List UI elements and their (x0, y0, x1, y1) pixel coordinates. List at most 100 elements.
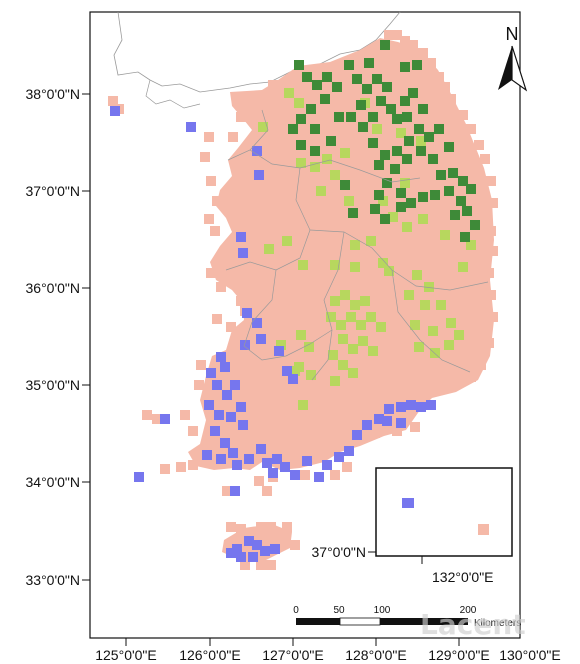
land-cell (266, 522, 276, 532)
light-green-cell (330, 376, 340, 386)
land-cell (220, 246, 230, 256)
dark-green-cell (368, 112, 378, 122)
light-green-cell (366, 236, 376, 246)
blue-cell (352, 430, 362, 440)
light-green-cell (328, 350, 338, 360)
dark-green-cell (434, 124, 444, 134)
dark-green-cell (416, 146, 426, 156)
blue-cell (232, 460, 242, 470)
dark-green-cell (408, 88, 418, 98)
land-cell (212, 196, 222, 206)
land-cell (290, 540, 300, 550)
light-green-cell (340, 290, 350, 300)
light-green-cell (350, 240, 360, 250)
lat-label-34: 34°0'0"N (26, 474, 81, 490)
dark-green-cell (412, 60, 422, 70)
land-cell (488, 246, 498, 256)
land-cell (216, 282, 226, 292)
blue-cell (202, 450, 212, 460)
lat-label-38: 38°0'0"N (26, 86, 81, 102)
blue-cell (416, 402, 426, 412)
blue-cell (220, 438, 230, 448)
blue-cell (220, 362, 230, 372)
north-label: N (506, 24, 519, 44)
blue-cell (344, 446, 354, 456)
dark-green-cell (402, 154, 412, 164)
blue-cell (252, 146, 262, 156)
land-cell (370, 428, 380, 438)
land-cell (410, 422, 420, 432)
dark-green-cell (430, 190, 440, 200)
light-green-cell (294, 98, 304, 108)
dark-green-cell (310, 124, 320, 134)
light-green-cell (414, 342, 424, 352)
land-cell (434, 72, 444, 82)
dark-green-cell (376, 96, 386, 106)
blue-cell (252, 540, 262, 550)
light-green-cell (378, 196, 388, 206)
land-cell (466, 124, 476, 134)
scale-unit: Kilometers (474, 618, 521, 629)
land-cell (212, 314, 222, 324)
light-green-cell (282, 236, 292, 246)
land-cell (188, 460, 198, 470)
light-green-cell (296, 158, 306, 168)
light-green-cell (366, 312, 376, 322)
light-green-cell (304, 342, 314, 352)
light-green-cell (356, 320, 366, 330)
light-green-cell (430, 348, 440, 358)
land-cell (392, 30, 402, 40)
dark-green-cell (404, 136, 414, 146)
blue-cell (260, 546, 270, 556)
dark-green-cell (380, 214, 390, 224)
inset-lat-label: 37°0'0"N (312, 544, 367, 560)
blue-cell (322, 460, 332, 470)
blue-cell (382, 416, 392, 426)
light-green-cell (458, 262, 468, 272)
light-green-cell (454, 330, 464, 340)
land-cell (204, 132, 214, 142)
blue-cell (254, 170, 264, 180)
scale-tick-50: 50 (333, 605, 345, 616)
dark-green-cell (288, 124, 298, 134)
scale-tick-200: 200 (460, 605, 477, 616)
dark-green-cell (462, 206, 472, 216)
land-cell (210, 226, 220, 236)
land-cell (458, 110, 468, 120)
blue-cell (134, 472, 144, 482)
land-cell (384, 30, 394, 40)
land-cell (484, 338, 494, 348)
lon-label-128: 128°0'0"E (345, 647, 407, 663)
dark-green-cell (400, 62, 410, 72)
light-green-cell (348, 344, 358, 354)
lat-label-36: 36°0'0"N (26, 280, 81, 296)
light-green-cell (404, 290, 414, 300)
blue-cell (236, 232, 246, 242)
blue-cell (374, 414, 384, 424)
blue-cell (236, 552, 246, 562)
blue-cell (242, 308, 252, 318)
land-cell (408, 40, 418, 50)
land-cell (256, 522, 266, 532)
blue-grid-cells (110, 106, 436, 562)
longitude-axis (125, 638, 460, 646)
dark-green-cell (344, 60, 354, 70)
land-cell (486, 226, 496, 236)
dark-green-cell (396, 202, 406, 212)
dark-green-cell (444, 142, 454, 152)
blue-cell (212, 380, 222, 390)
latitude-axis (82, 93, 90, 581)
blue-cell (282, 366, 292, 376)
blue-cell (290, 470, 300, 480)
land-cell (236, 524, 246, 534)
dark-green-cell (346, 112, 356, 122)
dark-green-cell (458, 176, 468, 186)
blue-cell (226, 412, 236, 422)
inset-lon-label: 132°0'0"E (432, 569, 494, 585)
dark-green-cell (392, 146, 402, 156)
dark-green-cell (356, 100, 366, 110)
dark-green-cell (382, 178, 392, 188)
land-cell (266, 560, 276, 570)
light-green-cell (418, 214, 428, 224)
land-cell (226, 522, 236, 532)
